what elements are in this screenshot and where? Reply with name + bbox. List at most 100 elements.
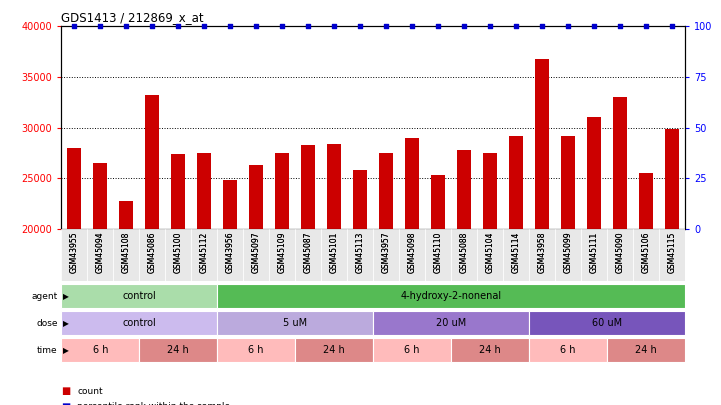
- Text: GSM45104: GSM45104: [485, 231, 495, 273]
- Text: 24 h: 24 h: [323, 345, 345, 355]
- FancyBboxPatch shape: [217, 229, 243, 281]
- Bar: [379, 153, 393, 229]
- Point: [198, 23, 210, 30]
- Text: GSM45090: GSM45090: [616, 231, 624, 273]
- FancyBboxPatch shape: [607, 229, 633, 281]
- FancyBboxPatch shape: [243, 229, 269, 281]
- Point: [485, 23, 496, 30]
- FancyBboxPatch shape: [165, 229, 191, 281]
- Text: GSM45101: GSM45101: [329, 231, 339, 273]
- Bar: [457, 150, 472, 229]
- Text: ■: ■: [61, 386, 71, 396]
- FancyBboxPatch shape: [295, 338, 373, 362]
- FancyBboxPatch shape: [399, 229, 425, 281]
- Bar: [275, 153, 289, 229]
- Bar: [353, 170, 367, 229]
- Text: GSM45112: GSM45112: [200, 231, 208, 273]
- Text: GSM45090: GSM45090: [616, 231, 624, 273]
- FancyBboxPatch shape: [633, 229, 659, 281]
- Text: GSM45104: GSM45104: [485, 231, 495, 273]
- FancyBboxPatch shape: [295, 229, 321, 281]
- Text: GSM45086: GSM45086: [148, 231, 156, 273]
- FancyBboxPatch shape: [139, 229, 165, 281]
- Text: 6 h: 6 h: [404, 345, 420, 355]
- Point: [407, 23, 418, 30]
- FancyBboxPatch shape: [477, 229, 503, 281]
- Text: dose: dose: [36, 319, 58, 328]
- Bar: [665, 129, 679, 229]
- Text: percentile rank within the sample: percentile rank within the sample: [77, 402, 230, 405]
- FancyBboxPatch shape: [191, 229, 217, 281]
- Point: [614, 23, 626, 30]
- Text: GSM45114: GSM45114: [511, 231, 521, 273]
- FancyBboxPatch shape: [113, 229, 139, 281]
- Text: GSM45099: GSM45099: [564, 231, 572, 273]
- Text: 60 uM: 60 uM: [592, 318, 622, 328]
- Bar: [535, 59, 549, 229]
- Point: [120, 23, 132, 30]
- Text: 24 h: 24 h: [479, 345, 501, 355]
- Text: control: control: [123, 291, 156, 301]
- FancyBboxPatch shape: [373, 311, 529, 335]
- Point: [328, 23, 340, 30]
- FancyBboxPatch shape: [503, 229, 529, 281]
- Point: [459, 23, 470, 30]
- Text: 6 h: 6 h: [249, 345, 264, 355]
- Bar: [67, 148, 81, 229]
- Point: [640, 23, 652, 30]
- FancyBboxPatch shape: [607, 338, 685, 362]
- Point: [666, 23, 678, 30]
- Bar: [145, 95, 159, 229]
- Bar: [431, 175, 446, 229]
- Text: agent: agent: [32, 292, 58, 301]
- Text: 24 h: 24 h: [635, 345, 657, 355]
- Text: GSM45108: GSM45108: [122, 231, 131, 273]
- Point: [588, 23, 600, 30]
- Text: 5 uM: 5 uM: [283, 318, 307, 328]
- FancyBboxPatch shape: [269, 229, 295, 281]
- Bar: [405, 138, 419, 229]
- FancyBboxPatch shape: [347, 229, 373, 281]
- Text: ▶: ▶: [63, 292, 68, 301]
- Text: GSM45106: GSM45106: [642, 231, 650, 273]
- Point: [172, 23, 184, 30]
- FancyBboxPatch shape: [373, 338, 451, 362]
- Text: GSM45100: GSM45100: [174, 231, 182, 273]
- Bar: [197, 153, 211, 229]
- FancyBboxPatch shape: [61, 284, 217, 308]
- Point: [250, 23, 262, 30]
- Bar: [483, 153, 497, 229]
- Text: GSM45086: GSM45086: [148, 231, 156, 273]
- Text: 20 uM: 20 uM: [436, 318, 466, 328]
- Point: [536, 23, 548, 30]
- Bar: [119, 201, 133, 229]
- Bar: [301, 145, 315, 229]
- Text: 6 h: 6 h: [560, 345, 576, 355]
- Text: time: time: [37, 346, 58, 355]
- Bar: [93, 163, 107, 229]
- Text: control: control: [123, 318, 156, 328]
- Text: GSM45109: GSM45109: [278, 231, 287, 273]
- Bar: [171, 154, 185, 229]
- Bar: [327, 144, 341, 229]
- Text: GSM43958: GSM43958: [538, 231, 547, 273]
- Point: [94, 23, 106, 30]
- Point: [146, 23, 158, 30]
- FancyBboxPatch shape: [451, 229, 477, 281]
- FancyBboxPatch shape: [555, 229, 581, 281]
- FancyBboxPatch shape: [425, 229, 451, 281]
- Text: GSM45094: GSM45094: [96, 231, 105, 273]
- Point: [562, 23, 574, 30]
- Text: count: count: [77, 387, 103, 396]
- Bar: [509, 136, 523, 229]
- Point: [433, 23, 444, 30]
- FancyBboxPatch shape: [529, 229, 555, 281]
- Text: GSM45098: GSM45098: [407, 231, 417, 273]
- Text: GSM45097: GSM45097: [252, 231, 261, 273]
- FancyBboxPatch shape: [61, 229, 87, 281]
- Text: 4-hydroxy-2-nonenal: 4-hydroxy-2-nonenal: [400, 291, 502, 301]
- Text: GSM45087: GSM45087: [304, 231, 313, 273]
- Text: GSM45114: GSM45114: [511, 231, 521, 273]
- Text: GSM45109: GSM45109: [278, 231, 287, 273]
- Text: GSM43957: GSM43957: [381, 231, 391, 273]
